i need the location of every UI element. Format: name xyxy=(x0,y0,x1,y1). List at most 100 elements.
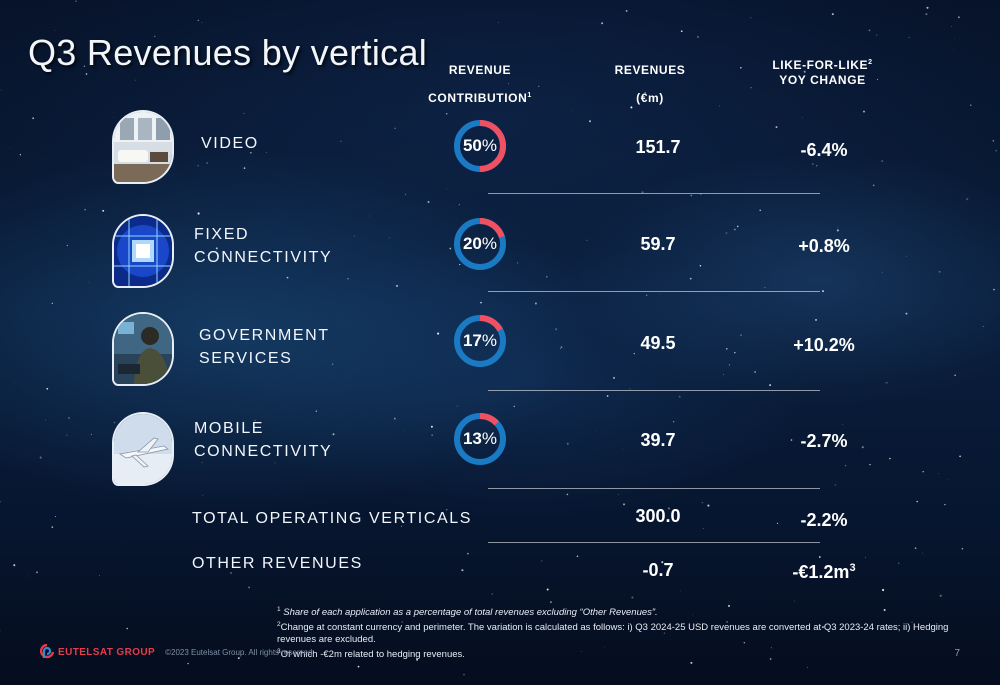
star xyxy=(925,13,928,16)
star xyxy=(538,85,540,88)
star xyxy=(673,421,675,423)
living-room-photo-icon xyxy=(112,110,174,184)
star xyxy=(54,30,56,31)
star xyxy=(431,434,433,436)
star xyxy=(790,439,793,441)
star xyxy=(581,651,583,652)
star xyxy=(993,288,995,291)
star xyxy=(39,456,42,459)
star xyxy=(876,78,878,80)
star xyxy=(641,191,644,194)
circuit-chip-photo-icon xyxy=(112,214,174,288)
row-divider xyxy=(488,193,820,194)
star xyxy=(822,290,824,293)
star xyxy=(576,555,579,557)
star xyxy=(623,503,625,506)
star xyxy=(770,647,773,649)
star xyxy=(446,188,447,190)
column-header-line: LIKE-FOR-LIKE2 xyxy=(772,58,873,72)
star xyxy=(908,37,910,39)
star xyxy=(113,421,116,424)
contribution-donut-government-services: 17% xyxy=(453,314,507,368)
star xyxy=(80,73,81,75)
star xyxy=(690,661,693,664)
star xyxy=(497,22,499,23)
star xyxy=(680,30,683,33)
star xyxy=(357,53,359,55)
star xyxy=(926,6,929,9)
star xyxy=(953,49,955,51)
vertical-label-government-services: GOVERNMENT SERVICES xyxy=(199,327,330,367)
star xyxy=(99,575,100,577)
star xyxy=(644,92,646,94)
star xyxy=(916,500,918,503)
star xyxy=(629,388,631,390)
star xyxy=(776,522,779,524)
donut-share-arc xyxy=(454,120,506,172)
star xyxy=(185,362,186,364)
star xyxy=(458,204,460,206)
star xyxy=(54,516,56,518)
star xyxy=(612,376,616,379)
column-header-line: REVENUE xyxy=(448,63,512,77)
vertical-label-video: VIDEO xyxy=(201,135,259,152)
star xyxy=(46,387,49,390)
star xyxy=(404,430,405,431)
star xyxy=(51,302,54,305)
star xyxy=(560,346,563,348)
star xyxy=(937,473,939,474)
star xyxy=(566,442,569,445)
lfl-change-government-services: +10.2% xyxy=(793,335,855,355)
revenue-value-video: 151.7 xyxy=(635,137,681,157)
star xyxy=(719,105,721,107)
star xyxy=(844,464,847,467)
star xyxy=(740,334,742,337)
star xyxy=(77,278,79,280)
star xyxy=(699,265,702,267)
star xyxy=(201,21,203,23)
star xyxy=(215,247,218,250)
star xyxy=(206,162,209,165)
total-operating-verticals-label: TOTAL OPERATING VERTICALS xyxy=(192,510,473,527)
star xyxy=(243,167,246,169)
star xyxy=(560,347,562,350)
star xyxy=(45,419,46,421)
star xyxy=(416,658,419,661)
star xyxy=(697,36,699,38)
footnote-3: 3Of which -€2m related to hedging revenu… xyxy=(277,648,465,661)
column-header-revenues: REVENUES (€m) xyxy=(600,56,700,112)
star xyxy=(332,433,335,436)
star xyxy=(463,674,465,676)
star xyxy=(750,87,752,89)
star xyxy=(206,255,208,257)
donut-ring xyxy=(454,120,506,172)
star xyxy=(743,641,746,644)
star xyxy=(0,501,1,503)
star xyxy=(427,200,430,204)
star xyxy=(680,590,682,592)
star xyxy=(815,318,817,321)
row-divider xyxy=(488,291,820,292)
page-number: 7 xyxy=(954,648,960,659)
star xyxy=(740,67,742,69)
star xyxy=(869,463,871,466)
star xyxy=(254,419,256,421)
star xyxy=(646,294,648,296)
star xyxy=(663,632,666,634)
star xyxy=(400,525,402,527)
donut-share-arc xyxy=(454,218,506,270)
revenue-value-fixed-connectivity: 59.7 xyxy=(640,234,676,254)
star xyxy=(982,326,984,327)
soldier-headset-photo-icon xyxy=(112,312,174,386)
star xyxy=(102,209,105,212)
star xyxy=(445,113,448,115)
footnote-2: 2Change at constant currency and perimet… xyxy=(277,621,949,646)
star xyxy=(513,405,516,408)
star xyxy=(413,62,414,64)
star xyxy=(85,73,88,75)
star xyxy=(802,117,803,118)
column-header-line: YOY CHANGE xyxy=(779,73,866,87)
airplane-photo-icon xyxy=(112,412,174,486)
star xyxy=(951,26,952,27)
star xyxy=(631,596,634,599)
